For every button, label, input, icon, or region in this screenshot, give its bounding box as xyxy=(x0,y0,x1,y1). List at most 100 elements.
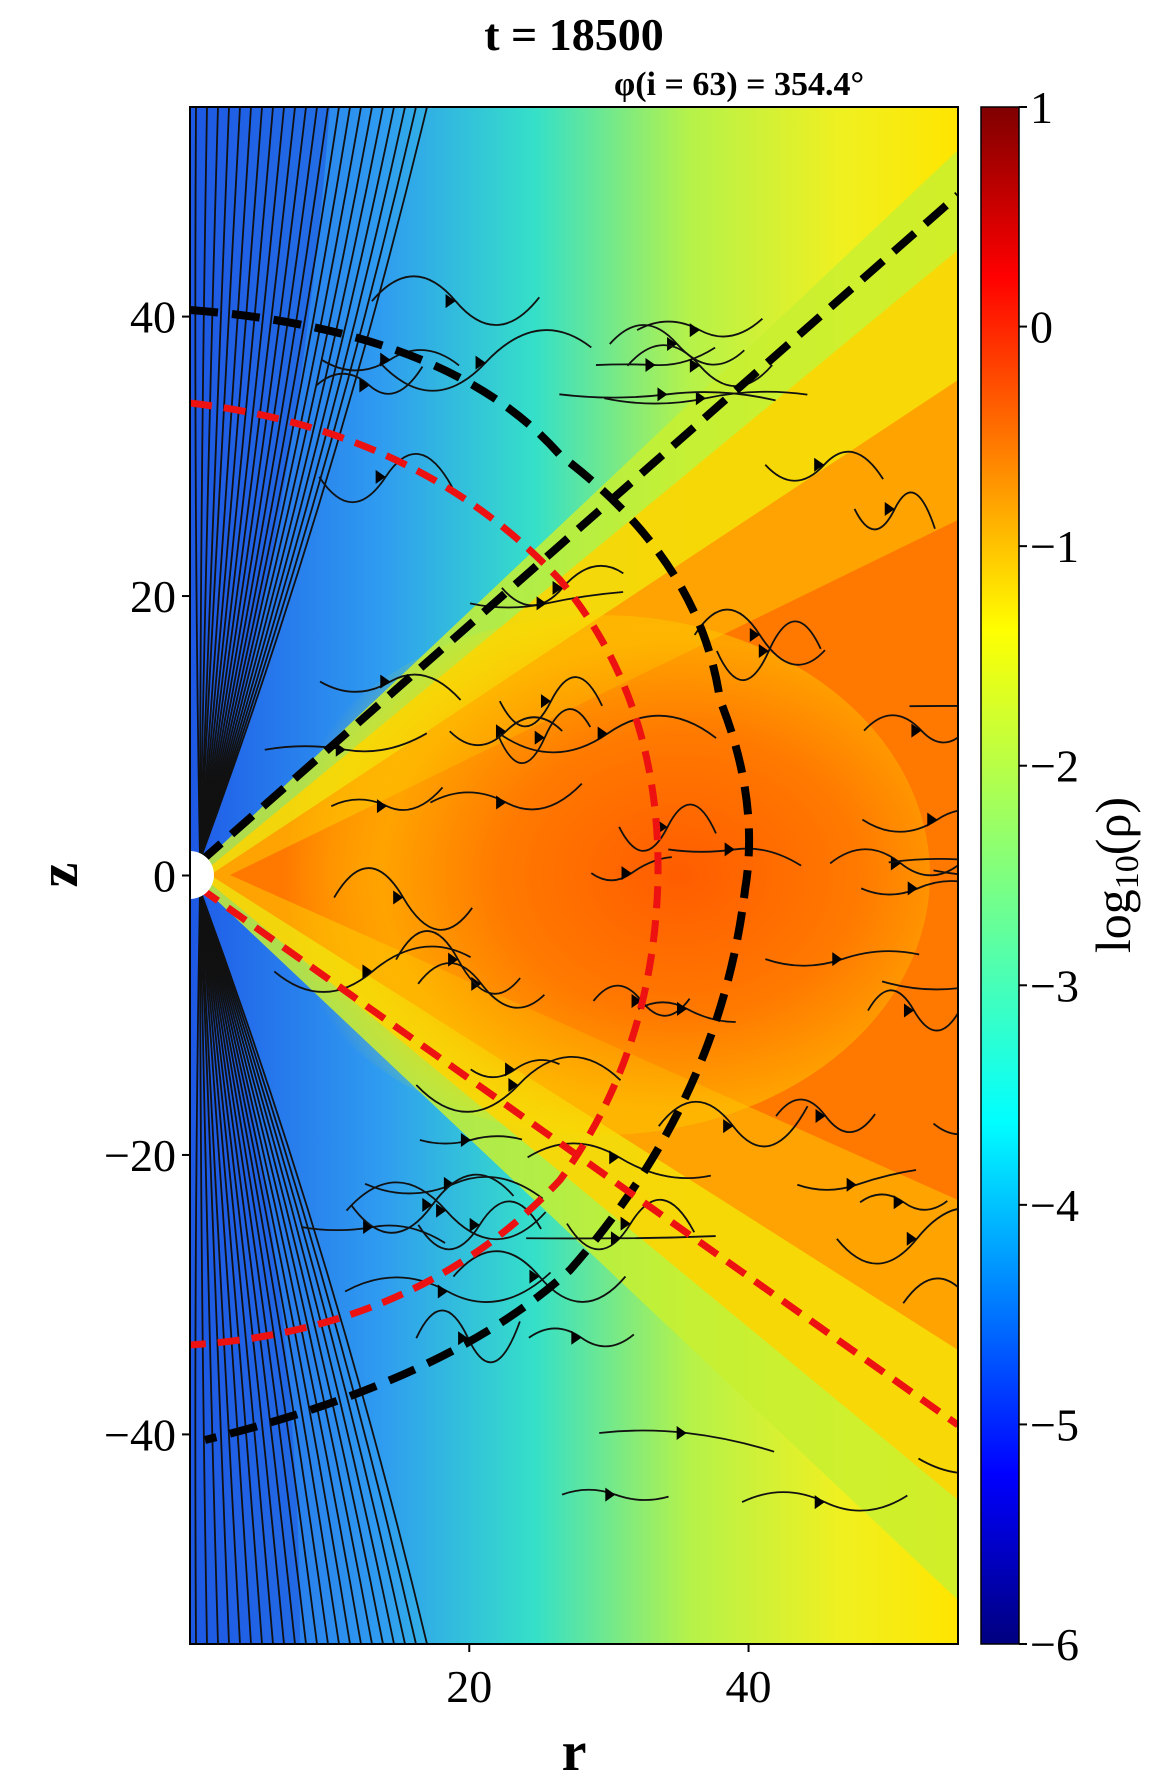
x-axis: 20 40 xyxy=(446,1644,772,1712)
streamline-arrow xyxy=(890,856,901,871)
streamline-arrow xyxy=(610,1231,621,1246)
streamline-arrow xyxy=(723,1119,734,1134)
streamline-arrow xyxy=(631,993,642,1008)
streamline xyxy=(199,889,252,1644)
streamline xyxy=(199,107,274,861)
streamline xyxy=(199,889,219,1644)
streamline xyxy=(668,847,802,867)
colorbar-tick-label: −1 xyxy=(1030,521,1079,572)
streamline xyxy=(199,889,208,1644)
streamline xyxy=(199,107,219,861)
streamline xyxy=(194,889,201,1644)
streamline xyxy=(415,1055,622,1113)
streamline-arrow xyxy=(758,644,769,659)
streamline xyxy=(888,857,958,864)
streamline xyxy=(417,962,546,1009)
streamline-arrow xyxy=(448,952,459,967)
colorbar-tick-label: 1 xyxy=(1030,82,1053,133)
streamline xyxy=(199,889,384,1644)
streamline xyxy=(199,889,351,1644)
streamline-arrow xyxy=(907,881,918,896)
streamline xyxy=(199,107,329,861)
y-axis-label: z xyxy=(28,863,90,888)
streamline xyxy=(829,848,958,877)
streamline-arrow xyxy=(534,730,545,745)
streamline xyxy=(741,1491,908,1512)
streamline xyxy=(559,391,776,402)
streamline xyxy=(863,714,958,744)
streamline xyxy=(498,714,717,754)
red-dashed-cone-lower xyxy=(197,885,958,1428)
streamline xyxy=(618,803,717,852)
streamline-arrow xyxy=(552,580,563,595)
colorbar-tick-label: −5 xyxy=(1030,1399,1079,1450)
streamline xyxy=(199,889,230,1644)
streamline-arrow xyxy=(832,952,843,967)
streamline xyxy=(199,107,384,861)
streamline-arrow xyxy=(443,1176,454,1191)
streamline xyxy=(933,869,958,876)
streamline xyxy=(199,107,241,861)
streamline-arrow xyxy=(962,1296,972,1310)
x-axis-label: r xyxy=(562,1721,587,1783)
streamline xyxy=(658,1101,809,1148)
streamline-arrow xyxy=(495,724,506,739)
streamline-arrow xyxy=(676,1426,687,1441)
streamline xyxy=(764,450,884,482)
streamline xyxy=(199,107,428,861)
streamline-arrow xyxy=(970,699,980,713)
streamline xyxy=(199,889,417,1644)
y-tick-label: −40 xyxy=(104,1409,176,1460)
streamline xyxy=(199,107,230,861)
streamline-arrow xyxy=(749,627,760,642)
streamline xyxy=(199,889,296,1644)
streamline xyxy=(199,107,307,861)
streamline xyxy=(417,1200,542,1251)
streamline-arrow xyxy=(505,1062,516,1077)
streamline xyxy=(566,1198,696,1251)
streamline xyxy=(199,889,285,1644)
streamline xyxy=(470,1059,560,1079)
streamline-arrow xyxy=(460,1132,471,1147)
streamline xyxy=(797,1169,917,1191)
streamline-arrow xyxy=(362,964,373,979)
streamline-arrow xyxy=(536,596,547,611)
streamline-arrow xyxy=(667,336,678,351)
streamline xyxy=(194,107,201,861)
streamline-arrow xyxy=(846,1177,857,1192)
streamline-arrow xyxy=(458,1331,469,1346)
streamline-arrow xyxy=(376,799,387,814)
streamline xyxy=(932,1122,958,1135)
streamline-arrow xyxy=(335,742,346,757)
streamline xyxy=(199,107,208,861)
colorbar-tick-label: 0 xyxy=(1030,302,1053,353)
streamline xyxy=(350,1173,515,1234)
density-field xyxy=(190,107,958,1644)
streamline xyxy=(609,324,745,366)
streamline xyxy=(199,107,406,861)
streamline xyxy=(395,930,521,995)
streamline xyxy=(902,1277,958,1304)
colorbar-tick-label: −4 xyxy=(1030,1180,1079,1231)
streamline-arrow xyxy=(380,674,391,689)
streamline xyxy=(199,107,263,861)
streamline xyxy=(330,786,444,811)
colorbar-tick-label: −2 xyxy=(1030,741,1079,792)
y-tick-label: 0 xyxy=(153,851,176,902)
streamline-arrow xyxy=(911,723,922,738)
streamline-arrow xyxy=(422,1197,433,1212)
streamline-arrow xyxy=(621,866,632,881)
streamline xyxy=(199,107,417,861)
streamline xyxy=(199,107,340,861)
streamline xyxy=(449,716,563,746)
streamline-arrow xyxy=(540,694,551,709)
streamline-arrow xyxy=(380,352,391,367)
streamline xyxy=(199,107,373,861)
streamline xyxy=(344,1271,552,1303)
streamline xyxy=(199,889,340,1644)
streamline xyxy=(315,366,424,395)
streamline xyxy=(867,989,958,1032)
streamline xyxy=(853,491,936,531)
streamline-arrow xyxy=(529,1269,540,1284)
streamline xyxy=(636,318,764,338)
